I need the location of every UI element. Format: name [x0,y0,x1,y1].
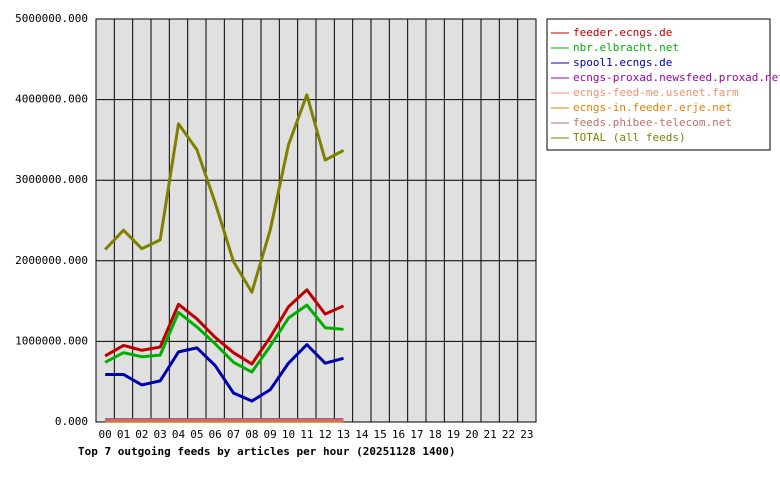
legend-label: TOTAL (all feeds) [573,131,686,144]
x-tick-label: 13 [337,428,350,441]
legend-label: nbr.elbracht.net [573,41,679,54]
legend-box [546,18,771,151]
series-line [104,93,345,294]
x-tick-label: 09 [264,428,277,441]
x-tick-label: 04 [172,428,186,441]
y-tick-label: 0.000 [55,415,88,428]
x-tick-label: 08 [245,428,258,441]
chart-title: Top 7 outgoing feeds by articles per hou… [78,445,456,458]
x-tick-label: 01 [117,428,130,441]
y-tick-label: 3000000.000 [15,173,88,186]
x-tick-label: 14 [355,428,369,441]
x-tick-label: 12 [319,428,332,441]
x-tick-label: 10 [282,428,295,441]
legend-label: ecngs-proxad.newsfeed.proxad.net [573,71,780,84]
y-tick-label: 5000000.000 [15,12,88,25]
y-tick-label: 4000000.000 [15,93,88,106]
legend-label: feeder.ecngs.de [573,26,672,39]
x-tick-label: 11 [300,428,313,441]
x-tick-label: 03 [154,428,167,441]
x-tick-label: 17 [410,428,423,441]
series-line [104,303,344,374]
x-tick-label: 19 [447,428,460,441]
legend-label: ecngs-in.feeder.erje.net [573,101,732,114]
x-tick-label: 02 [135,428,148,441]
legend-label: spool1.ecngs.de [573,56,672,69]
y-tick-label: 1000000.000 [15,334,88,347]
series-line [104,288,345,366]
x-tick-label: 18 [429,428,442,441]
legend-label: feeds.phibee-telecom.net [573,116,732,129]
x-tick-label: 20 [465,428,478,441]
x-tick-label: 16 [392,428,405,441]
x-tick-label: 07 [227,428,240,441]
x-tick-label: 22 [502,428,515,441]
x-tick-label: 21 [484,428,497,441]
legend-label: ecngs-feed-me.usenet.farm [573,86,739,99]
x-tick-label: 05 [190,428,203,441]
series-line [105,343,344,403]
x-tick-label: 06 [209,428,222,441]
x-tick-label: 00 [99,428,112,441]
x-tick-label: 15 [374,428,387,441]
y-tick-label: 2000000.000 [15,254,88,267]
x-tick-label: 23 [520,428,533,441]
